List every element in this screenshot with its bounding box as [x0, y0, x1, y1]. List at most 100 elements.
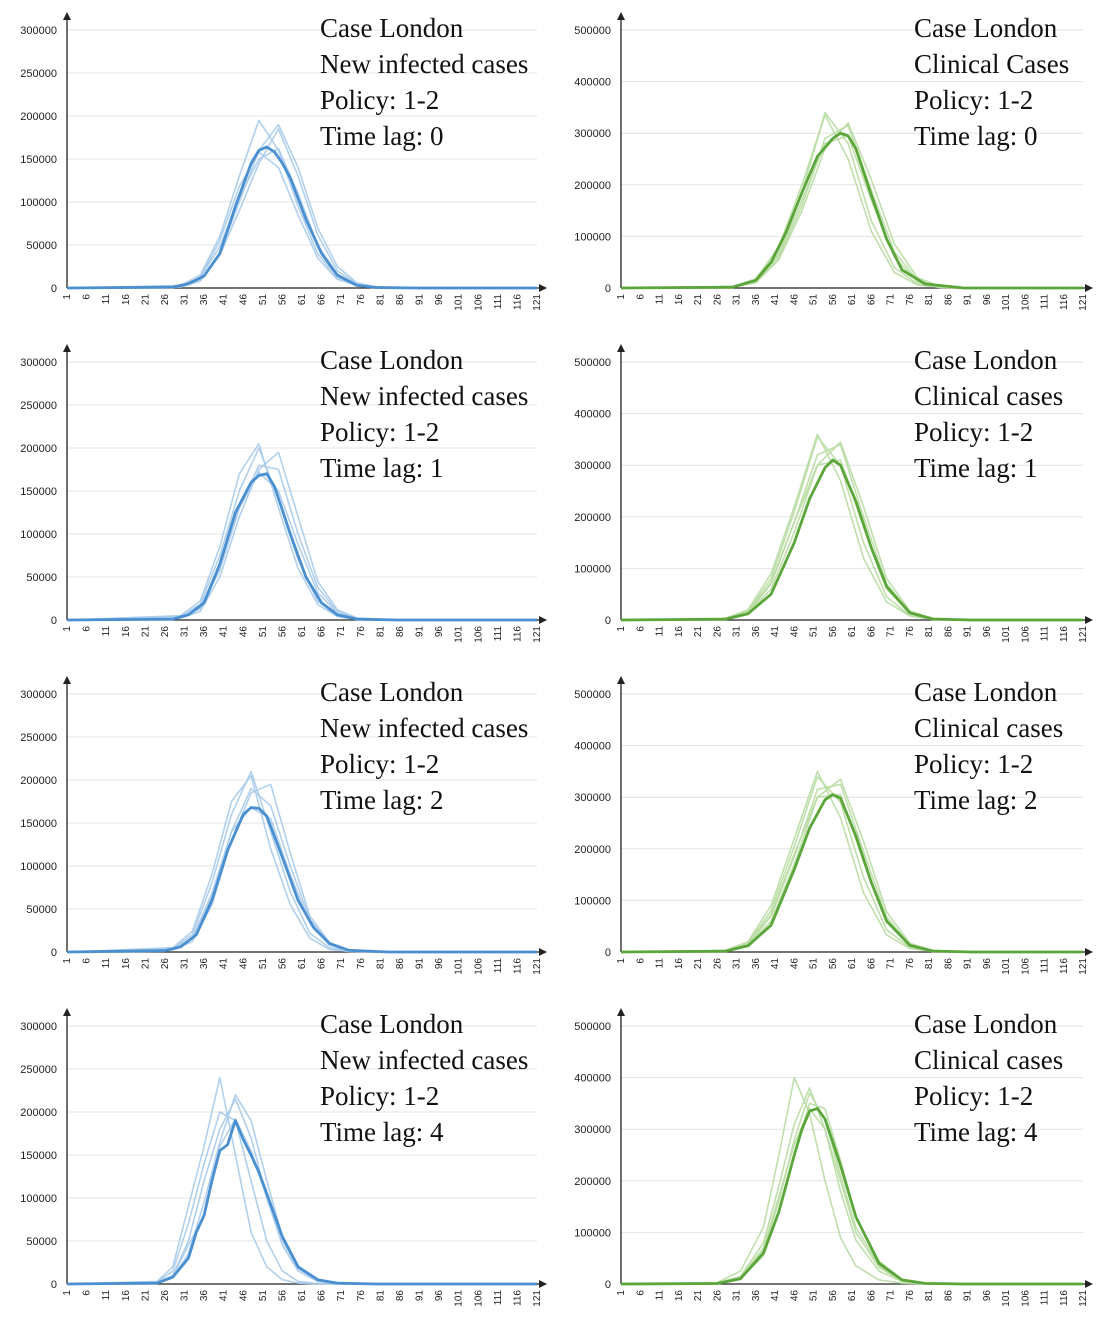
chart-panel-2: 0 100000 200000 300000 400000 500000 1 6 11 16 21 2… — [0, 8, 1100, 328]
x-axis-arrow — [539, 616, 547, 624]
x-tick-label: 86 — [395, 294, 406, 306]
x-axis-arrow — [1085, 948, 1093, 956]
x-tick-label: 31 — [732, 294, 743, 306]
x-tick-label: 71 — [886, 958, 897, 970]
x-tick-label: 31 — [180, 958, 191, 970]
x-tick-label: 81 — [924, 1290, 935, 1302]
x-tick-label: 6 — [82, 1290, 93, 1296]
x-tick-label: 61 — [297, 626, 308, 638]
x-tick-label: 21 — [693, 294, 704, 306]
x-tick-label: 91 — [963, 1290, 974, 1302]
x-tick-label: 36 — [751, 626, 762, 638]
y-tick-label: 0 — [51, 947, 57, 959]
x-tick-label: 46 — [238, 626, 249, 638]
y-tick-label: 100000 — [20, 861, 57, 873]
y-tick-label: 500000 — [574, 25, 611, 37]
series-line-average — [620, 793, 1083, 954]
x-tick-label: 71 — [886, 1290, 897, 1302]
x-tick-label: 111 — [493, 294, 504, 310]
x-tick-label: 76 — [905, 294, 916, 306]
x-tick-label: 41 — [219, 958, 230, 970]
x-tick-label: 16 — [674, 958, 685, 970]
x-axis-arrow — [539, 948, 547, 956]
y-tick-label: 400000 — [574, 409, 611, 421]
x-tick-label: 36 — [199, 294, 210, 306]
annotation-line-2: New infected cases — [320, 713, 529, 743]
x-tick-label: 6 — [635, 958, 646, 964]
chart-annotation: Case London Clinical cases Policy: 1-2 Time… — [914, 1006, 1063, 1150]
x-tick-label: 21 — [140, 958, 151, 970]
annotation-line-4: Time lag: 2 — [320, 785, 444, 815]
annotation-line-4: Time lag: 2 — [914, 785, 1038, 815]
chart-annotation: Case London Clinical cases Policy: 1-2 Time… — [914, 674, 1063, 818]
x-tick-label: 56 — [277, 294, 288, 306]
x-tick-label: 111 — [1040, 958, 1051, 974]
x-tick-label: 81 — [924, 958, 935, 970]
annotation-line-3: Policy: 1-2 — [320, 417, 440, 447]
y-tick-label: 300000 — [574, 1124, 611, 1136]
x-tick-label: 1 — [616, 626, 627, 632]
x-tick-label: 76 — [905, 1290, 916, 1302]
x-tick-label: 71 — [336, 1290, 347, 1302]
x-tick-label: 26 — [712, 958, 723, 970]
x-tick-label: 6 — [82, 958, 93, 964]
x-tick-label: 11 — [655, 1290, 666, 1301]
annotation-line-3: Policy: 1-2 — [914, 1081, 1034, 1111]
annotation-line-4: Time lag: 4 — [914, 1117, 1038, 1147]
y-tick-label: 250000 — [20, 732, 57, 744]
x-tick-label: 46 — [789, 294, 800, 306]
x-tick-label: 101 — [1001, 626, 1012, 643]
annotation-line-1: Case London — [320, 1009, 464, 1039]
y-tick-label: 0 — [605, 283, 611, 295]
chart-annotation: Case London New infected cases Policy: 1-2… — [320, 674, 528, 818]
x-tick-label: 1 — [616, 958, 627, 964]
annotation-line-2: New infected cases — [320, 49, 529, 79]
x-tick-label: 6 — [82, 626, 93, 632]
chart-annotation: Case London New infected cases Policy: 1-2… — [320, 10, 528, 154]
x-tick-label: 51 — [809, 626, 820, 638]
x-tick-label: 81 — [924, 294, 935, 306]
x-tick-label: 121 — [532, 626, 543, 643]
series-line-average — [66, 806, 537, 954]
x-tick-label: 1 — [616, 294, 627, 300]
x-tick-label: 71 — [336, 958, 347, 970]
x-tick-label: 16 — [674, 626, 685, 638]
x-tick-label: 71 — [336, 626, 347, 638]
x-tick-label: 61 — [847, 958, 858, 970]
x-tick-label: 121 — [532, 294, 543, 311]
x-tick-label: 121 — [532, 958, 543, 975]
x-tick-label: 91 — [415, 958, 426, 970]
annotation-line-2: Clinical cases — [914, 381, 1064, 411]
x-tick-label: 41 — [219, 626, 230, 638]
x-tick-label: 106 — [1020, 958, 1031, 975]
x-tick-label: 51 — [258, 626, 269, 638]
annotation-line-1: Case London — [914, 13, 1058, 43]
y-tick-label: 300000 — [20, 357, 57, 369]
chart-panel-4: 0 100000 200000 300000 400000 500000 1 6 11 16 21 2… — [0, 340, 1100, 660]
y-tick-label: 100000 — [574, 231, 611, 243]
y-tick-label: 250000 — [20, 68, 57, 80]
chart-annotation: Case London Clinical Cases Policy: 1-2 Time… — [914, 10, 1069, 154]
x-tick-label: 11 — [655, 626, 666, 637]
x-tick-label: 1 — [62, 958, 73, 964]
x-tick-label: 106 — [473, 294, 484, 311]
annotation-line-4: Time lag: 4 — [320, 1117, 444, 1147]
x-tick-label: 121 — [1078, 626, 1089, 643]
x-tick-label: 56 — [828, 294, 839, 306]
x-tick-label: 106 — [473, 1290, 484, 1307]
x-tick-label: 31 — [180, 294, 191, 306]
x-tick-label: 51 — [258, 294, 269, 306]
x-tick-label: 96 — [982, 1290, 993, 1302]
annotation-line-1: Case London — [914, 1009, 1058, 1039]
x-tick-label: 86 — [943, 626, 954, 638]
y-tick-label: 100000 — [20, 529, 57, 541]
y-tick-label: 150000 — [20, 486, 57, 498]
x-tick-label: 81 — [375, 294, 386, 306]
y-tick-label: 50000 — [26, 240, 57, 252]
annotation-line-1: Case London — [914, 677, 1058, 707]
x-tick-label: 81 — [924, 626, 935, 638]
y-tick-label: 300000 — [574, 792, 611, 804]
x-tick-label: 66 — [866, 294, 877, 306]
